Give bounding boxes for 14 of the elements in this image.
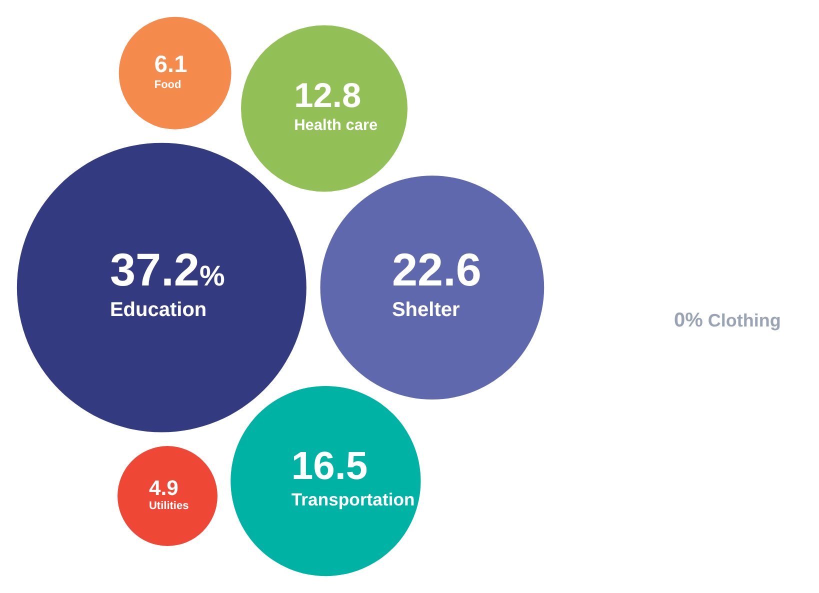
category-label: Utilities [148, 500, 189, 512]
data-label: 16.5 [291, 445, 368, 488]
category-label: Health care [294, 116, 378, 134]
data-label: 12.8 [294, 76, 362, 115]
category-label: Transportation [291, 489, 415, 510]
data-label: 6.1 [154, 52, 188, 78]
category-label: Shelter [392, 299, 460, 322]
category-label: Food [154, 78, 182, 91]
category-label: Clothing [702, 310, 781, 330]
data-label: 0% [674, 310, 704, 332]
category-label: Education [110, 299, 207, 322]
data-label: 22.6 [392, 243, 482, 296]
data-label: 37.2% [110, 243, 225, 296]
data-label: 4.9 [148, 476, 178, 500]
